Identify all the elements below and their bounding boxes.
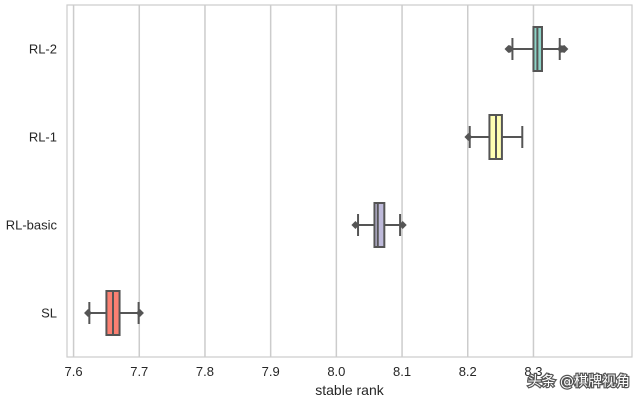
iqr-box bbox=[373, 202, 386, 248]
x-tick-label: 8.1 bbox=[393, 364, 411, 379]
y-tick-label: RL-2 bbox=[29, 42, 57, 57]
x-tick-label: 8.0 bbox=[327, 364, 345, 379]
box-plot-layer bbox=[84, 26, 569, 336]
x-tick-label: 7.7 bbox=[130, 364, 148, 379]
x-tick-label: 7.6 bbox=[65, 364, 83, 379]
box-rl-1 bbox=[464, 114, 524, 160]
y-tick-label: SL bbox=[41, 306, 57, 321]
outlier-marker bbox=[560, 45, 569, 53]
x-tick-label: 8.2 bbox=[459, 364, 477, 379]
y-tick-label: RL-1 bbox=[29, 130, 57, 145]
outlier-marker bbox=[135, 309, 144, 317]
outlier-marker bbox=[398, 221, 407, 229]
y-tick-labels: RL-2 RL-1 RL-basic SL bbox=[6, 42, 58, 321]
y-tick-label: RL-basic bbox=[6, 218, 58, 233]
watermark-text: 头条 @棋牌视角 bbox=[528, 373, 630, 390]
outlier-marker bbox=[84, 309, 93, 317]
box-sl bbox=[84, 290, 144, 336]
x-tick-label: 7.8 bbox=[196, 364, 214, 379]
plot-area-frame bbox=[66, 4, 633, 358]
outlier-marker bbox=[505, 45, 514, 53]
x-axis-label: stable rank bbox=[315, 382, 384, 398]
outlier-marker bbox=[351, 221, 360, 229]
outlier-marker bbox=[464, 133, 473, 141]
grid-lines bbox=[72, 5, 535, 357]
x-tick-label: 7.9 bbox=[262, 364, 280, 379]
box-rl-2 bbox=[504, 26, 569, 72]
x-tick-label: 8.3 bbox=[524, 364, 542, 379]
box-rl-basic bbox=[351, 202, 407, 248]
x-tick-labels: 7.6 7.7 7.8 7.9 8.0 8.1 8.2 8.3 bbox=[65, 364, 543, 379]
